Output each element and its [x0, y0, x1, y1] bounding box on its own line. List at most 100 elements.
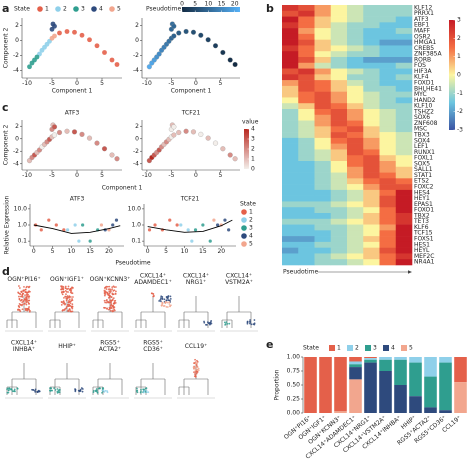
cell-cluster: [68, 308, 71, 311]
gene-label: ZNF385A: [414, 51, 443, 58]
heatmap-cell: [363, 172, 380, 179]
cell-cluster: [21, 292, 24, 295]
cell-cluster: [62, 300, 65, 303]
cell-cluster: [71, 286, 74, 289]
heatmap-cell: [314, 137, 332, 144]
cell-cluster: [71, 310, 74, 313]
y-tick-label: 0.1: [131, 238, 141, 245]
point: [227, 152, 233, 158]
colorbar-label: -1: [457, 90, 463, 97]
bar-segment: [304, 357, 317, 413]
y-tick-label: 0: [15, 135, 19, 142]
heatmap-cell: [363, 195, 380, 202]
cell-cluster: [112, 306, 115, 309]
heatmap-cell: [282, 241, 299, 248]
heatmap-cell: [395, 120, 413, 127]
cell-cluster: [223, 321, 226, 324]
heatmap-cell: [363, 120, 380, 127]
cell-cluster: [26, 308, 29, 311]
heatmap-cell: [379, 45, 397, 52]
heatmap-cell: [379, 224, 397, 231]
heatmap-cell: [314, 39, 332, 46]
heatmap-cell: [379, 207, 397, 214]
heatmap-cell: [330, 22, 348, 29]
heatmap-cell: [363, 39, 380, 46]
heatmap-cell: [395, 97, 413, 104]
y-tick-label: 0.1: [17, 238, 27, 245]
heatmap-cell: [314, 22, 332, 29]
heatmap-cell: [330, 39, 348, 46]
bar-segment: [454, 357, 467, 383]
heatmap-cell: [347, 103, 364, 110]
bar-segment: [364, 357, 377, 359]
tree-title: INHBA⁺: [13, 346, 35, 353]
heatmap-cell: [298, 230, 315, 237]
heatmap-cell: [379, 201, 397, 208]
point: [79, 32, 85, 38]
heatmap-cell: [314, 161, 332, 168]
heatmap-cell: [347, 184, 364, 191]
colorbar-label: 1: [457, 53, 461, 60]
heatmap-cell: [363, 33, 380, 40]
y-tick-label: -2: [133, 148, 139, 155]
cell-cluster: [18, 295, 20, 298]
cell-cluster: [168, 305, 171, 307]
tree-branch: [135, 296, 166, 328]
x-tick-label: 20: [105, 248, 113, 255]
heatmap-cell: [282, 114, 299, 121]
heatmap-cell: [298, 213, 315, 220]
heatmap-cell: [347, 201, 364, 208]
x-tick-label: -5: [49, 172, 55, 179]
point: [227, 57, 233, 63]
heatmap-cell: [363, 207, 380, 214]
cell-cluster: [69, 296, 72, 298]
colorbar: [244, 129, 249, 169]
heatmap-cell: [347, 97, 364, 104]
cell-cluster: [101, 387, 104, 390]
point: [111, 223, 115, 227]
cell-cluster: [70, 305, 73, 308]
point: [190, 129, 197, 135]
cell-cluster: [112, 297, 115, 300]
cell-cluster: [195, 372, 198, 375]
x-tick-label: 20: [217, 248, 225, 255]
x-tick-label: -5: [49, 80, 55, 87]
cell-cluster: [56, 388, 59, 390]
x-tick-label: 10: [68, 248, 76, 255]
heatmap-cell: [363, 143, 380, 150]
heatmap-cell: [363, 132, 380, 139]
cell-cluster: [112, 309, 114, 312]
heatmap-cell: [282, 161, 299, 168]
cell-cluster: [81, 390, 84, 393]
heatmap-cell: [314, 45, 332, 52]
heatmap-cell: [379, 166, 397, 173]
point: [205, 37, 211, 43]
heatmap-cell: [395, 213, 413, 220]
cell-cluster: [95, 389, 97, 392]
gene-label: OSR2: [414, 33, 431, 40]
heatmap-cell: [363, 241, 380, 248]
heatmap-cell: [282, 39, 299, 46]
bar-segment: [319, 357, 332, 413]
heatmap-cell: [347, 16, 364, 23]
heatmap-cell: [314, 218, 332, 225]
heatmap-cell: [379, 241, 397, 248]
heatmap-cell: [330, 253, 348, 260]
heatmap-cell: [379, 22, 397, 29]
heatmap-cell: [330, 114, 348, 121]
x-tick-label: -5: [168, 80, 174, 87]
heatmap-cell: [395, 28, 413, 35]
gene-label: MEF2C: [414, 253, 434, 260]
heatmap-cell: [395, 184, 413, 191]
x-tick-label: 10: [181, 248, 189, 255]
heatmap-cell: [330, 189, 348, 196]
heatmap-cell: [282, 97, 299, 104]
x-tick-label: 0: [194, 80, 198, 87]
legend-title: State: [14, 6, 30, 13]
x-tick-label: 0: [194, 172, 198, 179]
cell-cluster: [108, 296, 111, 299]
cell-cluster: [158, 300, 161, 302]
cell-cluster: [250, 323, 253, 326]
heatmap-cell: [363, 109, 380, 116]
heatmap-cell: [282, 51, 299, 58]
